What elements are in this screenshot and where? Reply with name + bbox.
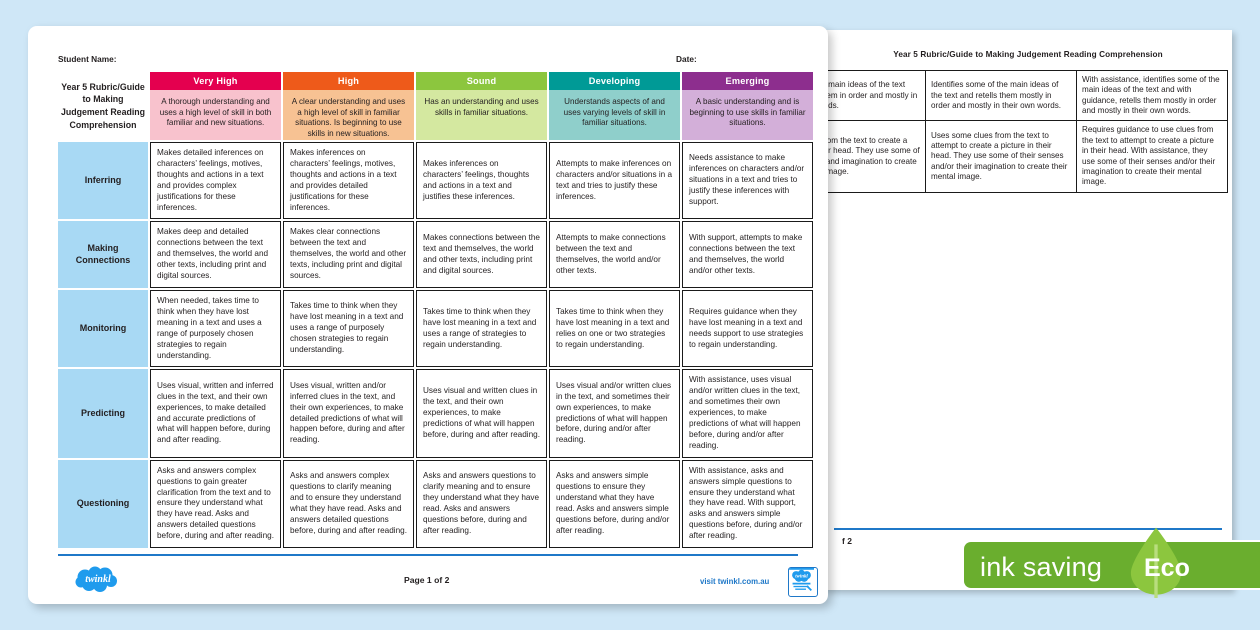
svg-text:twinkl: twinkl	[85, 574, 111, 585]
page-1-footer-rule	[58, 554, 798, 557]
eco-word: Eco	[1144, 554, 1190, 582]
eco-ink-saving-text: ink saving	[980, 552, 1103, 582]
rubric-cell: Uses some clues from the text to attempt…	[925, 120, 1077, 193]
table-row: Uses clues from the text to create a pic…	[824, 120, 1228, 193]
rubric-cell: Attempts to make inferences on character…	[549, 142, 680, 220]
rubric-cell: With assistance, identifies some of the …	[1076, 69, 1228, 122]
row-label-monitoring: Monitoring	[58, 289, 148, 368]
level-header-developing: Developing Understands aspects of and use…	[549, 72, 680, 140]
rubric-cell: Requires guidance when they have lost me…	[682, 289, 813, 368]
page-1-page-number: Page 1 of 2	[404, 575, 450, 585]
rubric-cell: With assistance, asks and answers simple…	[682, 459, 813, 549]
page-2-table: Identifies the main ideas of the text an…	[824, 69, 1228, 193]
level-header-sound: Sound Has an understanding and uses skill…	[416, 72, 547, 140]
rubric-cell: Asks and answers simple questions to ens…	[549, 459, 680, 549]
rubric-cell: Uses visual, written and inferred clues …	[150, 369, 281, 458]
rubric-cell: Asks and answers complex questions to ga…	[150, 459, 281, 549]
rubric-cell: Asks and answers complex questions to cl…	[283, 459, 414, 549]
rubric-table: Year 5 Rubric/Guide to Making Judgement …	[56, 70, 815, 550]
date-label: Date:	[676, 54, 697, 64]
table-row: Monitoring When needed, takes time to thi…	[58, 289, 813, 368]
level-description: A clear understanding and uses a high le…	[283, 90, 414, 140]
row-label-making-connections: Making Connections	[58, 221, 148, 288]
rubric-cell: Makes connections between the text and t…	[416, 221, 547, 288]
level-description: A basic understanding and is beginning t…	[682, 90, 813, 140]
rubric-cell: Makes detailed inferences on characters’…	[150, 142, 281, 220]
rubric-cell: Takes time to think when they have lost …	[416, 289, 547, 368]
rubric-cell: Makes deep and detailed connections betw…	[150, 221, 281, 288]
level-header-very-high: Very High A thorough understanding and us…	[150, 72, 281, 140]
rubric-cell: Requires guidance to use clues from the …	[1076, 120, 1228, 193]
svg-text:twinkl: twinkl	[795, 574, 808, 579]
level-description: Has an understanding and uses skills in …	[416, 90, 547, 140]
student-name-label: Student Name:	[58, 54, 117, 64]
level-header-emerging: Emerging A basic understanding and is beg…	[682, 72, 813, 140]
table-row: Inferring Makes detailed inferences on ch…	[58, 142, 813, 220]
level-name: High	[283, 72, 414, 90]
rubric-cell: Makes inferences on characters’ feelings…	[283, 142, 414, 220]
rubric-cell: Uses visual, written and/or inferred clu…	[283, 369, 414, 458]
page-2-sheet: Year 5 Rubric/Guide to Making Judgement …	[824, 30, 1232, 590]
rubric-cell: Makes inferences on characters’ feelings…	[416, 142, 547, 220]
row-label-predicting: Predicting	[58, 369, 148, 458]
page-2-footer-rule	[834, 528, 1222, 530]
twinkl-rating-badge: twinkl	[788, 567, 818, 597]
rubric-header-row: Year 5 Rubric/Guide to Making Judgement …	[58, 72, 813, 140]
page-2-title: Year 5 Rubric/Guide to Making Judgement …	[893, 50, 1163, 59]
level-description: Understands aspects of and uses varying …	[549, 90, 680, 140]
rubric-cell: Takes time to think when they have lost …	[549, 289, 680, 368]
rubric-cell: Attempts to make connections between the…	[549, 221, 680, 288]
rubric-cell: With assistance, uses visual and/or writ…	[682, 369, 813, 458]
page-2-page-number: f 2	[842, 536, 852, 546]
rubric-cell: Uses visual and/or written clues in the …	[549, 369, 680, 458]
leaf-icon	[1130, 527, 1182, 598]
level-header-high: High A clear understanding and uses a hig…	[283, 72, 414, 140]
rubric-cell: Makes clear connections between the text…	[283, 221, 414, 288]
table-row: Predicting Uses visual, written and infer…	[58, 369, 813, 458]
rubric-cell: Uses visual and written clues in the tex…	[416, 369, 547, 458]
rubric-cell: Identifies some of the main ideas of the…	[925, 69, 1077, 122]
ink-saving-eco-badge: ink saving Eco	[962, 527, 1260, 598]
level-description: A thorough understanding and uses a high…	[150, 90, 281, 140]
table-row: Questioning Asks and answers complex ques…	[58, 459, 813, 549]
table-row: Identifies the main ideas of the text an…	[824, 69, 1228, 122]
meta-row: Student Name: Date:	[28, 54, 828, 68]
level-name: Very High	[150, 72, 281, 90]
rubric-cell: When needed, takes time to think when th…	[150, 289, 281, 368]
twinkl-logo[interactable]: twinkl	[74, 566, 122, 592]
level-name: Sound	[416, 72, 547, 90]
rubric-cell: Asks and answers questions to clarify me…	[416, 459, 547, 549]
rubric-cell: Identifies the main ideas of the text an…	[824, 69, 926, 122]
row-label-inferring: Inferring	[58, 142, 148, 220]
level-name: Emerging	[682, 72, 813, 90]
level-name: Developing	[549, 72, 680, 90]
table-row: Making Connections Makes deep and detaile…	[58, 221, 813, 288]
rubric-cell: Takes time to think when they have lost …	[283, 289, 414, 368]
visit-website-link[interactable]: visit twinkl.com.au	[700, 577, 770, 586]
rubric-corner-title: Year 5 Rubric/Guide to Making Judgement …	[58, 72, 148, 140]
row-label-questioning: Questioning	[58, 459, 148, 549]
rubric-cell: Uses clues from the text to create a pic…	[824, 120, 926, 193]
rubric-cell: Needs assistance to make inferences on c…	[682, 142, 813, 220]
eco-bar	[962, 540, 1260, 590]
rubric-cell: With support, attempts to make connectio…	[682, 221, 813, 288]
page-1-sheet: Student Name: Date: Year 5 Rubric/Guide …	[28, 26, 828, 604]
